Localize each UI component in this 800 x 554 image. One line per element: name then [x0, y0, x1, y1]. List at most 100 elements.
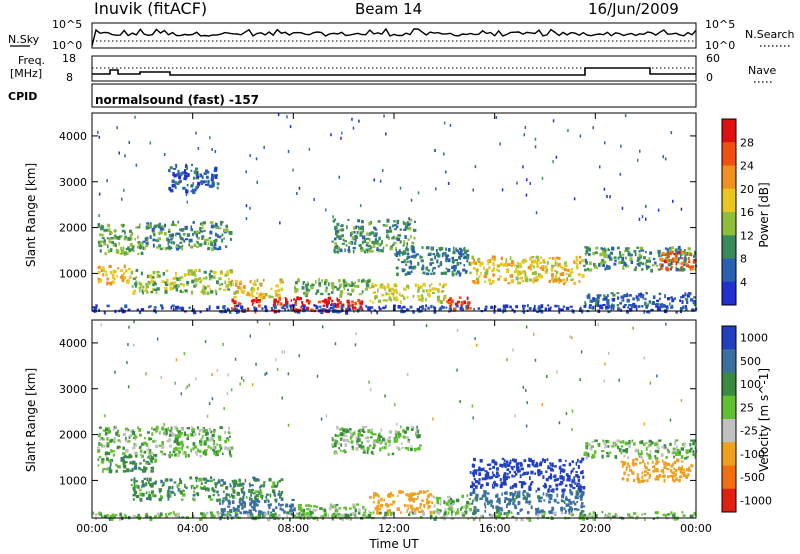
echo-cell: [333, 218, 337, 221]
echo-cell: [638, 262, 641, 267]
echo-cell: [264, 305, 267, 309]
echo-cell: [641, 262, 645, 266]
echo-cell: [262, 483, 266, 487]
echo-cell: [556, 370, 558, 374]
echo-cell: [144, 246, 146, 250]
echo-cell: [643, 470, 647, 473]
echo-cell: [426, 272, 430, 276]
echo-cell: [210, 242, 214, 246]
echo-cell: [291, 509, 294, 512]
echo-cell: [245, 170, 247, 174]
echo-cell: [144, 469, 147, 473]
echo-cell: [293, 298, 296, 301]
echo-cell: [214, 166, 218, 171]
echo-cell: [405, 246, 408, 249]
y-tick-label: 1000: [59, 267, 87, 280]
echo-cell: [365, 282, 368, 286]
echo-cell: [567, 503, 570, 507]
echo-cell: [258, 513, 262, 518]
echo-cell: [280, 478, 284, 481]
echo-cell: [124, 250, 127, 254]
echo-cell: [492, 280, 495, 284]
echo-cell: [638, 305, 641, 308]
echo-cell: [656, 446, 660, 449]
echo-cell: [610, 256, 612, 260]
echo-cell: [491, 484, 494, 488]
echo-cell: [505, 513, 509, 516]
echo-cell: [347, 249, 351, 254]
echo-cell: [429, 258, 434, 261]
echo-cell: [439, 502, 442, 506]
echo-cell: [566, 478, 568, 482]
echo-cell: [185, 386, 187, 390]
echo-cell: [224, 439, 227, 444]
echo-cell: [418, 490, 423, 494]
echo-cell: [179, 241, 183, 244]
echo-cell: [199, 173, 202, 178]
echo-cell: [296, 192, 298, 195]
echo-cell: [210, 515, 214, 519]
echo-cell: [370, 306, 374, 309]
echo-cell: [340, 136, 342, 140]
echo-cell: [486, 497, 489, 502]
echo-cell: [122, 446, 125, 450]
echo-cell: [670, 265, 673, 269]
echo-cell: [584, 451, 587, 454]
echo-cell: [620, 450, 623, 455]
echo-cell: [469, 307, 472, 310]
echo-cell: [175, 434, 179, 438]
echo-cell: [490, 503, 493, 507]
echo-cell: [503, 512, 507, 515]
echo-cell: [624, 249, 626, 253]
echo-cell: [400, 307, 403, 311]
echo-cell: [248, 482, 251, 485]
echo-cell: [562, 464, 565, 467]
echo-cell: [343, 279, 346, 284]
echo-cell: [178, 245, 181, 250]
echo-cell: [184, 483, 186, 488]
echo-cell: [257, 304, 261, 308]
echo-cell: [335, 303, 338, 308]
echo-cell: [242, 487, 245, 490]
echo-cell: [482, 515, 484, 518]
echo-cell: [544, 270, 548, 274]
echo-cell: [470, 516, 474, 519]
echo-cell: [631, 439, 634, 443]
echo-cell: [633, 512, 637, 515]
echo-cell: [123, 456, 125, 460]
echo-cell: [691, 308, 694, 312]
echo-cell: [286, 300, 289, 305]
echo-cell: [129, 229, 132, 233]
echo-cell: [108, 240, 111, 244]
echo-cell: [298, 354, 300, 358]
echo-cell: [384, 287, 386, 291]
echo-cell: [551, 257, 555, 260]
echo-cell: [272, 481, 276, 486]
echo-cell: [439, 249, 442, 252]
echo-cell: [289, 125, 292, 129]
echo-cell: [108, 459, 112, 463]
echo-cell: [346, 292, 350, 296]
echo-cell: [152, 230, 155, 234]
echo-cell: [107, 244, 109, 249]
echo-cell: [648, 260, 651, 263]
echo-cell: [559, 465, 562, 469]
cpid-label: CPID: [8, 90, 37, 103]
echo-cell: [362, 505, 365, 510]
echo-cell: [627, 247, 631, 250]
echo-cell: [129, 243, 133, 247]
echo-cell: [308, 513, 312, 517]
echo-cell: [306, 508, 310, 511]
echo-cell: [395, 266, 399, 270]
colorbar-segment: [722, 235, 736, 259]
echo-cell: [288, 504, 293, 507]
echo-cell: [372, 447, 375, 450]
echo-cell: [628, 294, 632, 297]
echo-cell: [229, 509, 233, 514]
echo-cell: [524, 275, 528, 280]
echo-cell: [361, 428, 365, 432]
echo-cell: [153, 454, 156, 457]
echo-cell: [384, 304, 387, 309]
echo-cell: [191, 273, 195, 276]
echo-cell: [240, 289, 244, 293]
